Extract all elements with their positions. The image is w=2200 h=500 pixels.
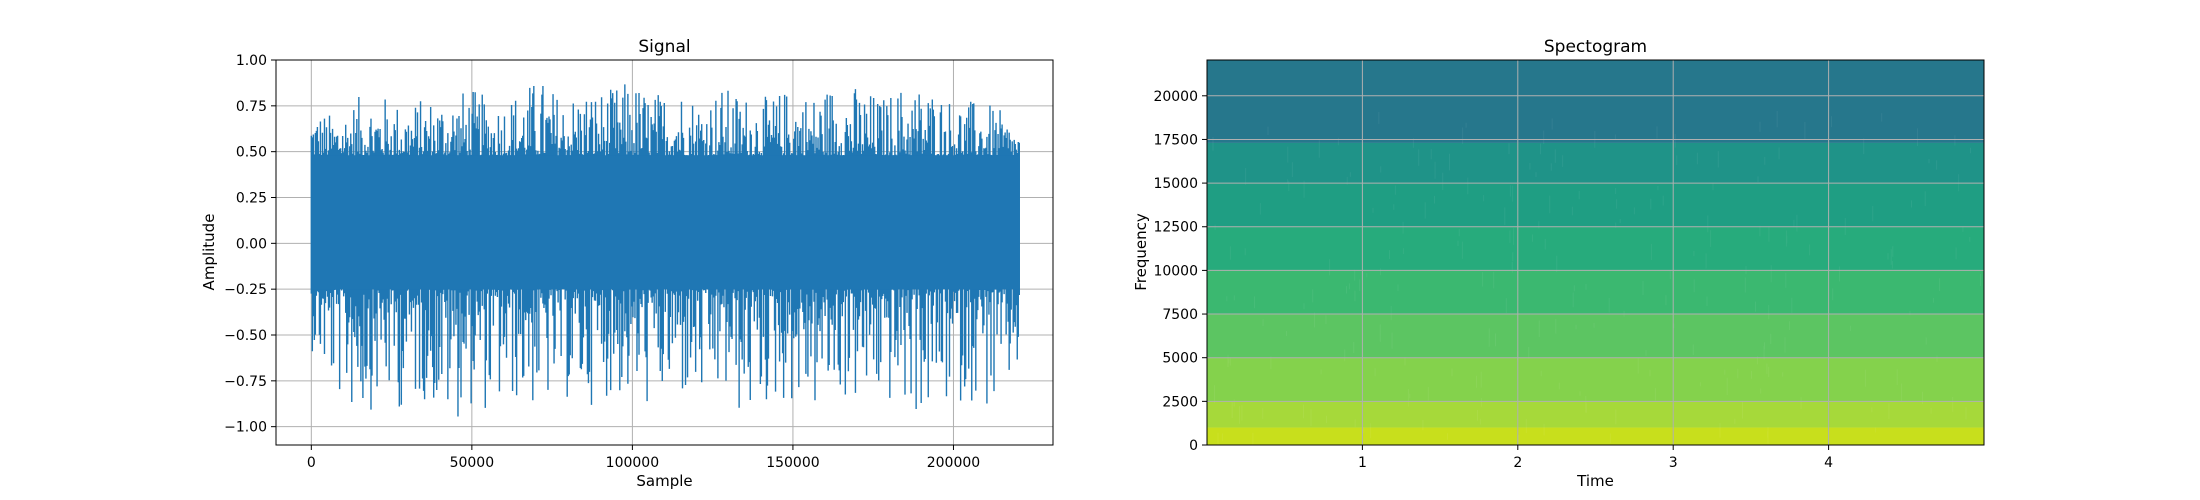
spectrogram-y-tick-label: 2500 [1162, 394, 1198, 410]
spectrogram-x-tick-label: 3 [1669, 455, 1678, 471]
spectrogram-x-ticks: 1 2 3 4 [1358, 445, 1833, 471]
signal-y-tick-label: −0.75 [224, 374, 267, 390]
signal-y-ticks: 1.00 0.75 0.50 0.25 0.00 −0.25 −0.50 −0.75 −1.00 [224, 53, 276, 436]
spectrogram-heatmap [1206, 60, 1984, 453]
signal-y-tick-label: −0.50 [224, 328, 267, 344]
spectrogram-x-axis-label: Time [1576, 472, 1614, 490]
spectrogram-y-ticks: 0 2500 5000 7500 10000 12500 15000 17500 20000 [1153, 89, 1207, 454]
spectrogram-y-tick-label: 5000 [1162, 351, 1198, 367]
spectrogram-frequency-band [1207, 314, 1984, 358]
spectrogram-plot-frame [1206, 59, 1985, 446]
spectrogram-texture [1206, 111, 1981, 453]
spectrogram-frequency-band [1207, 427, 1984, 445]
spectrogram-x-tick-label: 4 [1824, 455, 1833, 471]
spectrogram-y-tick-label: 12500 [1153, 220, 1198, 236]
signal-x-tick-label: 50000 [450, 455, 495, 471]
spectrogram-y-tick-label: 10000 [1153, 263, 1198, 279]
signal-y-tick-label: 0.25 [236, 191, 267, 207]
signal-y-axis-label: Amplitude [200, 214, 218, 291]
signal-x-tick-label: 200000 [927, 455, 980, 471]
signal-title: Signal [638, 37, 690, 57]
spectrogram-grid [1207, 60, 1984, 445]
spectrogram-y-tick-label: 17500 [1153, 132, 1198, 148]
spectrogram-frequency-band [1207, 226, 1984, 271]
spectrogram-y-tick-label: 15000 [1153, 176, 1198, 192]
spectrogram-frequency-band [1207, 270, 1984, 315]
spectrogram-y-axis-label: Frequency [1132, 213, 1150, 291]
spectrogram-y-tick-label: 0 [1189, 438, 1198, 454]
spectrogram-y-tick-label: 7500 [1162, 307, 1198, 323]
spectrogram-frequency-band [1207, 401, 1984, 428]
signal-y-tick-label: 0.00 [236, 236, 267, 252]
spectrogram-x-tick-label: 2 [1513, 455, 1522, 471]
spectrogram-frequency-band [1207, 142, 1984, 184]
signal-y-tick-label: 0.75 [236, 99, 267, 115]
spectrogram-chart: 1 2 3 4 0 2500 5000 7500 10000 12500 15000 17500 20… [1132, 37, 1985, 490]
spectrogram-x-tick-label: 1 [1358, 455, 1367, 471]
signal-y-tick-label: −1.00 [224, 420, 267, 436]
spectrogram-frequency-band [1207, 357, 1984, 402]
signal-x-tick-label: 100000 [606, 455, 659, 471]
signal-series [310, 84, 1020, 417]
signal-x-tick-label: 150000 [766, 455, 819, 471]
spectrogram-frequency-band [1207, 183, 1984, 227]
signal-y-tick-label: −0.25 [224, 282, 267, 298]
spectrogram-y-tick-label: 20000 [1153, 89, 1198, 105]
spectrogram-frequency-band [1207, 60, 1984, 143]
signal-y-tick-label: 0.50 [236, 145, 267, 161]
spectrogram-title: Spectogram [1544, 37, 1647, 57]
signal-chart: 0 50000 100000 150000 200000 1.00 0.75 0.50 0.2… [200, 37, 1054, 490]
signal-x-tick-label: 0 [307, 455, 316, 471]
signal-y-tick-label: 1.00 [236, 53, 267, 69]
signal-plot-frame [275, 59, 1054, 446]
signal-waveform-core [311, 155, 1020, 290]
signal-x-axis-label: Sample [636, 472, 692, 490]
signal-x-ticks: 0 50000 100000 150000 200000 [307, 445, 980, 471]
